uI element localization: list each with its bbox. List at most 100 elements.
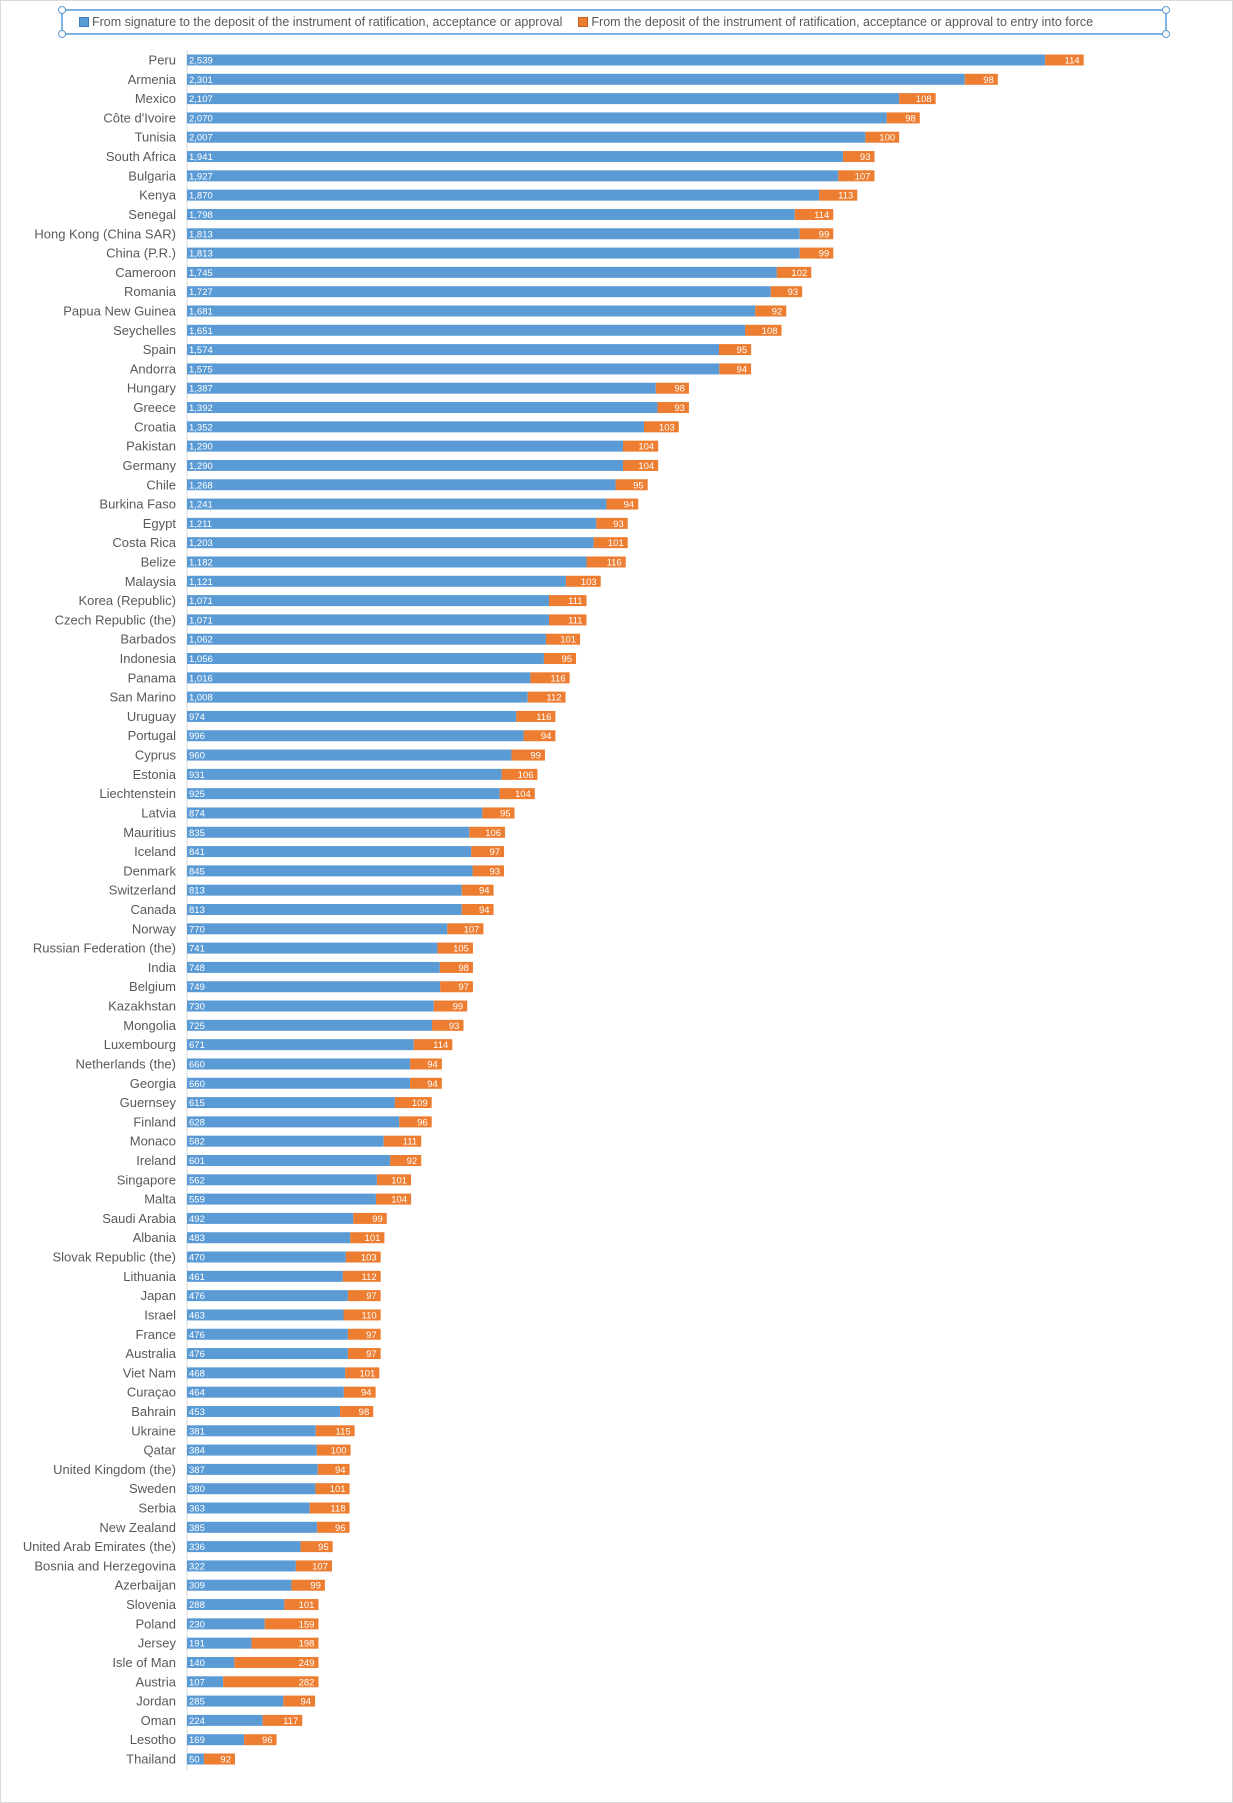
- category-label: Israel: [144, 1307, 176, 1322]
- data-label-signature-to-deposit: 1,290: [189, 442, 213, 453]
- bar-segment-deposit-to-entry: [315, 1425, 355, 1437]
- data-label-deposit-to-entry: 159: [299, 1619, 315, 1630]
- data-label-signature-to-deposit: 931: [189, 770, 205, 781]
- bar-segment-signature-to-deposit: [187, 865, 473, 877]
- bar-segment-signature-to-deposit: [187, 1714, 263, 1726]
- bar-segment-signature-to-deposit: [187, 363, 720, 375]
- bar-segment-signature-to-deposit: [187, 653, 544, 665]
- data-label-deposit-to-entry: 117: [283, 1716, 298, 1727]
- data-label-signature-to-deposit: 2,007: [189, 133, 213, 144]
- data-label-deposit-to-entry: 93: [788, 287, 799, 298]
- bar-segment-signature-to-deposit: [187, 305, 756, 317]
- data-label-deposit-to-entry: 113: [838, 191, 853, 202]
- bar-segment-signature-to-deposit: [187, 1618, 265, 1630]
- category-label: Hong Kong (China SAR): [34, 226, 176, 241]
- bar-segment-deposit-to-entry: [295, 1560, 333, 1572]
- category-label: Mongolia: [123, 1018, 177, 1033]
- data-label-deposit-to-entry: 103: [581, 577, 597, 588]
- bar-segment-deposit-to-entry: [264, 1618, 319, 1630]
- data-label-deposit-to-entry: 92: [220, 1755, 231, 1766]
- bar-segment-deposit-to-entry: [447, 923, 484, 935]
- chart-legend[interactable]: From signature to the deposit of the ins…: [58, 6, 1170, 38]
- data-label-signature-to-deposit: 1,203: [189, 538, 213, 549]
- data-label-signature-to-deposit: 483: [189, 1233, 205, 1244]
- bar-segment-signature-to-deposit: [187, 1483, 316, 1495]
- bar-segment-signature-to-deposit: [187, 1251, 346, 1263]
- category-label: Romania: [124, 284, 177, 299]
- bar-segment-deposit-to-entry: [472, 865, 505, 877]
- data-label-signature-to-deposit: 468: [189, 1368, 205, 1379]
- category-label: Denmark: [123, 863, 176, 878]
- data-label-signature-to-deposit: 2,070: [189, 113, 213, 124]
- bar-segment-signature-to-deposit: [187, 1193, 376, 1205]
- bar-segment-signature-to-deposit: [187, 633, 546, 645]
- category-label: Viet Nam: [123, 1365, 176, 1380]
- bar-segment-deposit-to-entry: [291, 1579, 325, 1591]
- bar-segment-signature-to-deposit: [187, 73, 965, 85]
- bar-segment-signature-to-deposit: [187, 1386, 344, 1398]
- bar-segment-deposit-to-entry: [527, 691, 566, 703]
- bar-segment-deposit-to-entry: [300, 1541, 333, 1553]
- bar-segment-deposit-to-entry: [283, 1695, 316, 1707]
- bar-segment-deposit-to-entry: [315, 1483, 350, 1495]
- category-label: United Kingdom (the): [53, 1462, 176, 1477]
- data-label-deposit-to-entry: 92: [407, 1156, 418, 1167]
- bar-segment-signature-to-deposit: [187, 1579, 292, 1591]
- data-label-signature-to-deposit: 285: [189, 1697, 205, 1708]
- category-label: Croatia: [134, 419, 177, 434]
- category-label: Bahrain: [131, 1404, 176, 1419]
- bar-segment-deposit-to-entry: [410, 1077, 442, 1089]
- data-label-signature-to-deposit: 582: [189, 1137, 205, 1148]
- data-label-signature-to-deposit: 492: [189, 1214, 205, 1225]
- resize-handle[interactable]: [58, 6, 66, 14]
- data-label-signature-to-deposit: 562: [189, 1175, 205, 1186]
- resize-handle[interactable]: [58, 30, 66, 38]
- bar-segment-signature-to-deposit: [187, 1116, 400, 1128]
- bar-segment-deposit-to-entry: [251, 1637, 319, 1649]
- bar-segment-deposit-to-entry: [284, 1599, 319, 1611]
- data-label-signature-to-deposit: 960: [189, 751, 205, 762]
- bar-segment-signature-to-deposit: [187, 93, 900, 105]
- category-label: Germany: [123, 458, 177, 473]
- data-label-deposit-to-entry: 100: [879, 133, 895, 144]
- bar-segment-deposit-to-entry: [770, 286, 803, 298]
- data-label-deposit-to-entry: 118: [330, 1504, 345, 1515]
- legend-item-series1[interactable]: From signature to the deposit of the ins…: [79, 15, 562, 29]
- category-label: Estonia: [133, 767, 177, 782]
- bar-segment-deposit-to-entry: [865, 131, 900, 143]
- data-label-deposit-to-entry: 93: [674, 403, 685, 414]
- bar-segment-deposit-to-entry: [343, 1309, 381, 1321]
- legend-item-series2[interactable]: From the deposit of the instrument of ra…: [578, 15, 1093, 29]
- category-label: Poland: [136, 1616, 176, 1631]
- bar-segment-deposit-to-entry: [593, 537, 628, 549]
- bar-segment-deposit-to-entry: [745, 324, 782, 336]
- category-label: Curaçao: [127, 1385, 176, 1400]
- bar-segment-deposit-to-entry: [394, 1097, 432, 1109]
- data-label-signature-to-deposit: 336: [189, 1542, 205, 1553]
- bar-segment-deposit-to-entry: [340, 1405, 374, 1417]
- bar-segment-signature-to-deposit: [187, 884, 462, 896]
- data-label-deposit-to-entry: 98: [905, 113, 916, 124]
- data-label-signature-to-deposit: 974: [189, 712, 205, 723]
- category-label: New Zealand: [99, 1520, 176, 1535]
- data-label-deposit-to-entry: 96: [335, 1523, 346, 1534]
- data-label-signature-to-deposit: 463: [189, 1310, 205, 1321]
- bar-segment-signature-to-deposit: [187, 614, 549, 626]
- data-label-signature-to-deposit: 748: [189, 963, 205, 974]
- data-label-deposit-to-entry: 94: [624, 500, 635, 511]
- category-label: Cameroon: [115, 265, 176, 280]
- bar-segment-signature-to-deposit: [187, 54, 1046, 66]
- data-label-deposit-to-entry: 107: [464, 924, 480, 935]
- bar-segment-signature-to-deposit: [187, 1695, 284, 1707]
- category-label: Indonesia: [120, 651, 177, 666]
- resize-handle[interactable]: [1162, 6, 1170, 14]
- bar-segment-deposit-to-entry: [501, 768, 538, 780]
- data-label-signature-to-deposit: 464: [189, 1388, 205, 1399]
- category-label: Australia: [125, 1346, 176, 1361]
- legend-swatch-orange: [578, 17, 589, 27]
- data-label-signature-to-deposit: 2,539: [189, 56, 213, 67]
- data-label-deposit-to-entry: 99: [819, 249, 830, 260]
- category-label: Bosnia and Herzegovina: [34, 1558, 176, 1573]
- bar-segment-signature-to-deposit: [187, 1232, 351, 1244]
- resize-handle[interactable]: [1162, 30, 1170, 38]
